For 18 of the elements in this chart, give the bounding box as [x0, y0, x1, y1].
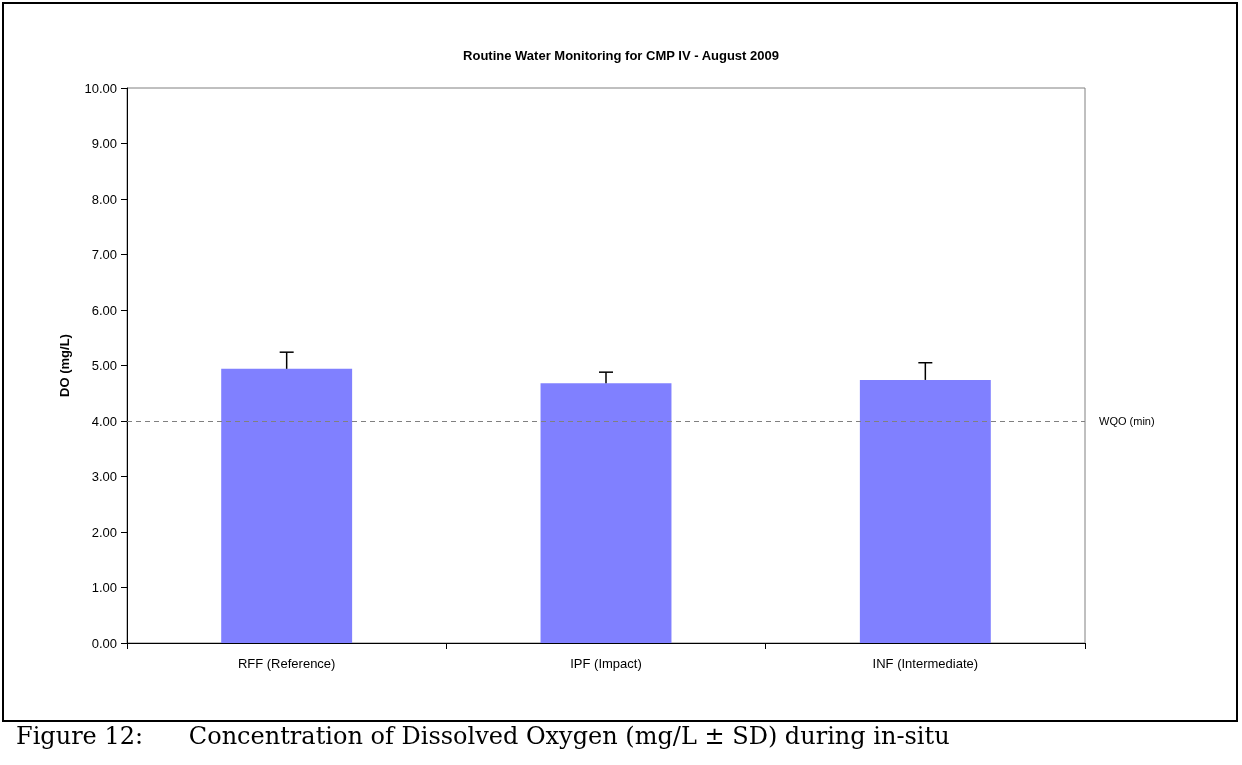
- x-tick-label: IPF (Impact): [570, 656, 642, 671]
- caption: Figure 12: Concentration of Dissolved Oxygen (mg/L ± SD) during in-situ: [16, 722, 950, 750]
- y-tick-label: 1.00: [91, 580, 117, 595]
- y-axis-title: DO (mg/L): [57, 334, 72, 397]
- y-tick-label: 8.00: [91, 191, 117, 207]
- ref-line-label: WQO (min): [1099, 415, 1155, 427]
- y-tick-label: 2.00: [91, 524, 117, 540]
- y-tick-label: 4.00: [91, 413, 117, 429]
- x-tick-label: INF (Intermediate): [872, 656, 979, 671]
- chart-title: Routine Water Monitoring for CMP IV - August 2009: [463, 48, 779, 63]
- y-tick-label: 6.00: [91, 302, 117, 318]
- y-tick-label: 9.00: [91, 136, 117, 151]
- x-tick-label: RFF (Reference): [237, 656, 336, 671]
- y-tick-label: 7.00: [91, 247, 117, 262]
- y-tick-label: 3.00: [91, 469, 117, 484]
- y-tick-label: 0.00: [91, 635, 117, 651]
- y-tick-label: 10.00: [84, 80, 117, 96]
- y-tick-label: 5.00: [91, 358, 117, 373]
